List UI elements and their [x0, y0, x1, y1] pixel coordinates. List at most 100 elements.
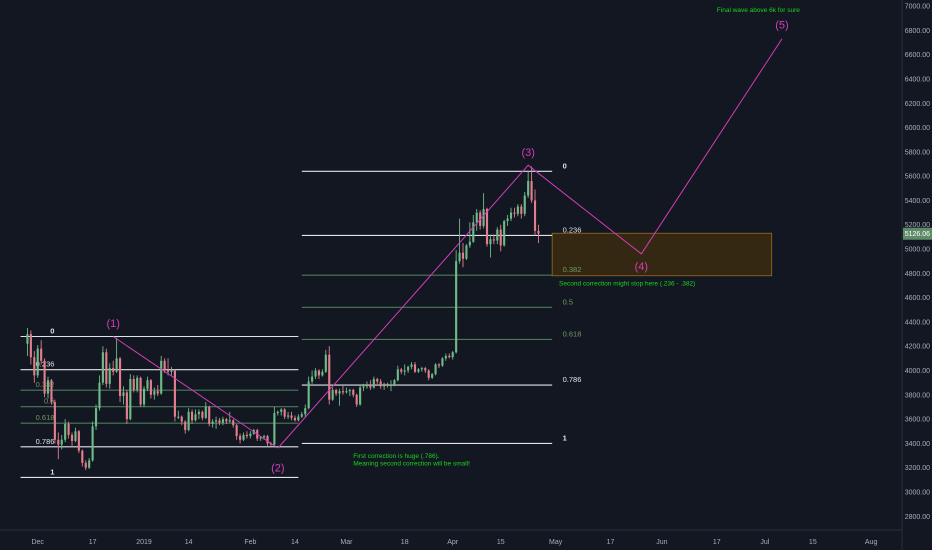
target-zone: [551, 232, 773, 277]
candle-body: [266, 436, 269, 444]
price-tick-label: 6600.00: [905, 52, 930, 59]
candle-body: [67, 423, 70, 435]
price-axis: 2800.00 3000.00 3200.00 3400.00 3600.00 3800.…: [901, 0, 932, 550]
candle-body: [88, 460, 91, 468]
price-tick-label: 5600.00: [905, 174, 930, 181]
candlesticks: [26, 166, 540, 471]
candle-body: [355, 394, 358, 405]
candle-body: [201, 411, 204, 418]
candle-body: [163, 360, 166, 371]
candle-body: [112, 368, 115, 372]
annotation-text: Second correction might stop here (.236 …: [559, 280, 695, 287]
candle-body: [335, 389, 338, 394]
candle-body: [523, 195, 526, 214]
candle-body: [225, 419, 228, 422]
price-tick-label: 5200.00: [905, 222, 930, 229]
candle-body: [427, 370, 430, 378]
price-tick-label: 4000.00: [905, 368, 930, 375]
candle-body: [280, 409, 283, 412]
candle-body: [190, 411, 194, 421]
candle-body: [232, 420, 235, 426]
fib-level-label: 0.5: [44, 397, 54, 406]
candle-body: [307, 381, 310, 409]
candle-body: [468, 241, 471, 246]
candle-body: [50, 380, 53, 403]
candle-body: [537, 230, 540, 234]
candle-body: [444, 355, 447, 359]
price-tick-label: 4800.00: [905, 271, 930, 278]
fib-level-label: 0.5: [563, 297, 573, 306]
candle-body: [321, 371, 324, 376]
time-tick-label: 17: [607, 539, 615, 546]
candle-body: [485, 208, 489, 245]
fib-level-label: 0.618: [563, 329, 582, 338]
candle-body: [506, 218, 509, 222]
candle-body: [208, 406, 211, 424]
candle-body: [345, 391, 348, 393]
time-tick-label: 15: [809, 539, 817, 546]
candle-body: [455, 261, 458, 353]
time-tick-label: 17: [713, 539, 721, 546]
elliott-wave-lines: (1) (2) (3) (4) (5): [106, 19, 788, 474]
candle-body: [348, 389, 351, 392]
time-tick-label: 15: [497, 539, 505, 546]
candle-body: [153, 391, 156, 395]
time-tick-label: 14: [185, 539, 193, 546]
candle-body: [451, 352, 454, 358]
wave-label: (4): [635, 261, 648, 273]
candle-body: [105, 352, 108, 384]
price-tick-label: 3200.00: [905, 465, 930, 472]
candle-body: [40, 348, 43, 361]
candle-body: [146, 380, 149, 389]
candle-body: [328, 354, 331, 400]
time-tick-label: Aug: [865, 539, 878, 546]
candle-body: [108, 368, 111, 384]
target-zone-box: [551, 232, 773, 277]
candle-body: [516, 206, 519, 214]
candle-body: [437, 364, 441, 366]
candle-body: [91, 426, 94, 461]
candle-body: [273, 413, 276, 445]
candle-body: [448, 355, 451, 358]
candle-body: [331, 389, 334, 400]
candle-body: [53, 402, 56, 440]
candle-body: [338, 391, 341, 394]
fib-level-label: 0: [563, 161, 567, 170]
fib-level-label: 0.236: [563, 225, 582, 234]
candle-body: [489, 239, 492, 245]
candle-body: [496, 229, 499, 241]
candle-body: [465, 245, 468, 259]
candle-body: [352, 389, 355, 395]
candle-body: [492, 239, 495, 241]
candle-body: [403, 370, 406, 372]
candle-body: [239, 436, 242, 440]
wave-label: (2): [271, 463, 284, 475]
candle-body: [211, 421, 214, 424]
candle-body: [530, 181, 533, 201]
candle-body: [242, 434, 245, 440]
candle-body: [57, 439, 60, 445]
candle-body: [461, 252, 465, 259]
candle-body: [400, 369, 403, 372]
wave-label: (3): [521, 147, 534, 159]
candle-body: [218, 420, 221, 423]
candle-body: [194, 414, 197, 421]
candle-body: [379, 381, 382, 387]
candle-body: [317, 370, 321, 376]
candle-body: [26, 334, 29, 344]
fib-level-label: 0.618: [36, 413, 55, 422]
candle-body: [520, 206, 523, 214]
candle-body: [70, 434, 74, 441]
candle-body: [77, 431, 80, 451]
candle-body: [386, 383, 389, 386]
candle-body: [393, 380, 396, 386]
candle-body: [389, 385, 393, 387]
price-tick-label: 3800.00: [905, 392, 930, 399]
candle-body: [160, 360, 163, 394]
candle-body: [300, 414, 303, 417]
time-tick-label: Mar: [340, 539, 353, 546]
candle-body: [84, 462, 87, 468]
price-tick-label: 4200.00: [905, 344, 930, 351]
candle-body: [122, 392, 125, 397]
